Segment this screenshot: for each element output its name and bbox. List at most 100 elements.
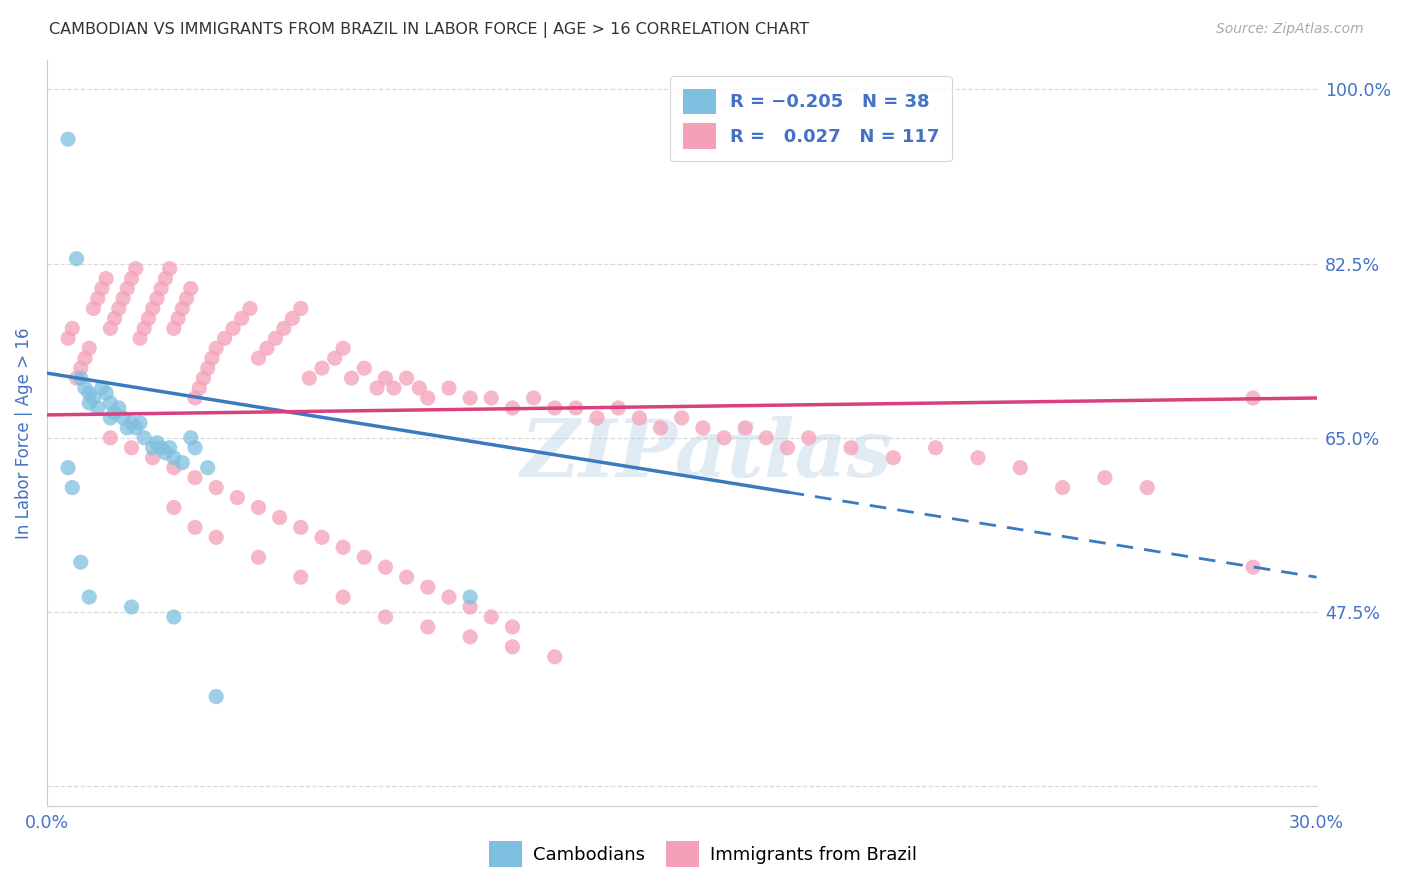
Point	[129, 416, 152, 430]
Point	[90, 281, 112, 295]
Text: Source: ZipAtlas.com: Source: ZipAtlas.com	[1216, 22, 1364, 37]
Point	[82, 301, 104, 316]
Point	[142, 301, 165, 316]
Point	[163, 450, 186, 465]
Point	[332, 341, 354, 355]
Point	[121, 441, 143, 455]
Point	[671, 411, 693, 425]
Point	[340, 371, 363, 385]
Point	[501, 620, 523, 634]
Point	[1010, 460, 1032, 475]
Point	[94, 271, 117, 285]
Point	[82, 391, 104, 405]
Point	[69, 361, 91, 376]
Point	[73, 351, 96, 366]
Point	[56, 460, 79, 475]
Point	[100, 431, 122, 445]
Point	[374, 560, 396, 574]
Point	[134, 431, 156, 445]
Point	[201, 351, 224, 366]
Point	[776, 441, 799, 455]
Point	[290, 301, 312, 316]
Point	[226, 491, 249, 505]
Point	[1241, 391, 1264, 405]
Point	[479, 610, 502, 624]
Point	[205, 341, 228, 355]
Point	[755, 431, 778, 445]
Point	[247, 550, 270, 565]
Point	[395, 371, 418, 385]
Point	[56, 331, 79, 345]
Point	[214, 331, 236, 345]
Point	[281, 311, 304, 326]
Point	[125, 421, 148, 435]
Point	[146, 292, 169, 306]
Point	[256, 341, 278, 355]
Point	[298, 371, 321, 385]
Point	[172, 301, 194, 316]
Point	[65, 371, 87, 385]
Point	[374, 371, 396, 385]
Point	[1241, 560, 1264, 574]
Point	[395, 570, 418, 584]
Point	[117, 421, 139, 435]
Point	[117, 281, 139, 295]
Point	[94, 386, 117, 401]
Point	[311, 361, 333, 376]
Point	[184, 470, 207, 484]
Point	[142, 450, 165, 465]
Point	[65, 252, 87, 266]
Point	[104, 406, 127, 420]
Point	[163, 500, 186, 515]
Point	[197, 460, 219, 475]
Point	[501, 401, 523, 415]
Point	[544, 401, 567, 415]
Point	[100, 411, 122, 425]
Point	[60, 481, 83, 495]
Point	[121, 416, 143, 430]
Point	[205, 481, 228, 495]
Point	[155, 271, 177, 285]
Point	[146, 435, 169, 450]
Point	[544, 649, 567, 664]
Point	[112, 292, 135, 306]
Point	[163, 321, 186, 335]
Point	[366, 381, 388, 395]
Point	[882, 450, 904, 465]
Point	[231, 311, 253, 326]
Point	[150, 441, 173, 455]
Point	[163, 460, 186, 475]
Point	[650, 421, 672, 435]
Point	[382, 381, 405, 395]
Point	[408, 381, 430, 395]
Point	[159, 261, 181, 276]
Point	[188, 381, 211, 395]
Point	[353, 550, 375, 565]
Text: CAMBODIAN VS IMMIGRANTS FROM BRAZIL IN LABOR FORCE | AGE > 16 CORRELATION CHART: CAMBODIAN VS IMMIGRANTS FROM BRAZIL IN L…	[49, 22, 810, 38]
Point	[967, 450, 990, 465]
Point	[692, 421, 714, 435]
Point	[839, 441, 862, 455]
Point	[479, 391, 502, 405]
Point	[172, 456, 194, 470]
Point	[142, 441, 165, 455]
Point	[458, 590, 481, 604]
Point	[332, 590, 354, 604]
Point	[269, 510, 291, 524]
Point	[184, 441, 207, 455]
Point	[222, 321, 245, 335]
Point	[77, 590, 100, 604]
Point	[176, 292, 198, 306]
Point	[180, 431, 202, 445]
Point	[311, 530, 333, 544]
Legend: Cambodians, Immigrants from Brazil: Cambodians, Immigrants from Brazil	[482, 834, 924, 874]
Text: ZIPatlas: ZIPatlas	[522, 417, 893, 494]
Point	[121, 271, 143, 285]
Point	[565, 401, 588, 415]
Point	[69, 555, 91, 569]
Point	[193, 371, 215, 385]
Point	[374, 610, 396, 624]
Point	[247, 351, 270, 366]
Point	[607, 401, 630, 415]
Point	[134, 321, 156, 335]
